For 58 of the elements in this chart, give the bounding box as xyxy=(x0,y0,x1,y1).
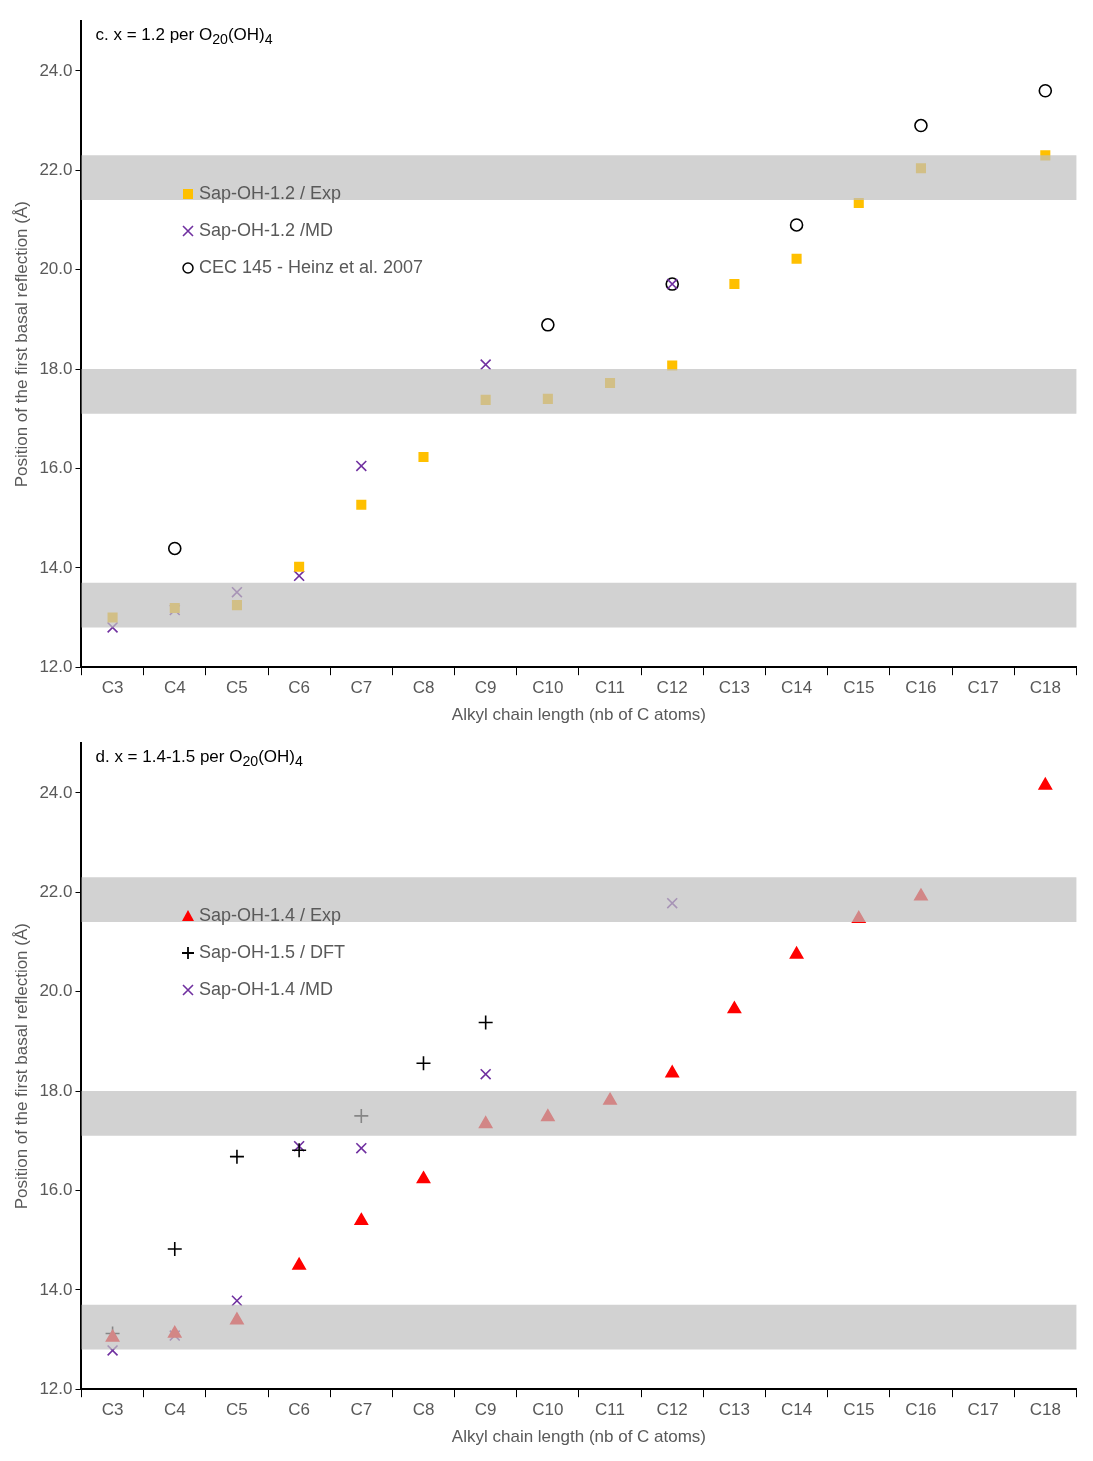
legend-label: Sap-OH-1.5 / DFT xyxy=(197,941,345,963)
y-tick-label: 18.0 xyxy=(39,1080,73,1100)
y-tick-label: 24.0 xyxy=(39,60,73,80)
x-tick-label: C18 xyxy=(1029,1400,1061,1420)
y-tick-label: 16.0 xyxy=(39,458,73,478)
x-tick-label: C7 xyxy=(350,678,373,698)
x-tick-label: C7 xyxy=(350,1400,373,1420)
legend-label: Sap-OH-1.4 /MD xyxy=(197,978,334,1000)
x-tick-label: C5 xyxy=(226,678,248,698)
x-tick-label: C11 xyxy=(595,678,625,698)
y-tick-label: 12.0 xyxy=(39,656,73,676)
y-axis-title: Position of the first basal reflection (Å) xyxy=(11,201,31,488)
y-tick-label: 24.0 xyxy=(39,782,73,802)
x-tick-label: C18 xyxy=(1029,678,1061,698)
x-tick-label: C9 xyxy=(474,678,497,698)
x-tick-label: C6 xyxy=(288,1400,310,1420)
x-tick-label: C13 xyxy=(718,1400,750,1420)
x-tick-label: C16 xyxy=(905,1400,937,1420)
y-tick-label: 22.0 xyxy=(39,881,73,901)
y-tick-label: 14.0 xyxy=(39,557,73,577)
y-tick-label: 22.0 xyxy=(39,159,73,179)
x-tick-label: C5 xyxy=(226,1400,248,1420)
x-tick-label: C13 xyxy=(718,678,750,698)
x-axis-title: Alkyl chain length (nb of C atoms) xyxy=(451,705,707,725)
x-tick-label: C4 xyxy=(163,678,186,698)
x-tick-label: C15 xyxy=(843,678,875,698)
x-tick-label: C12 xyxy=(656,1400,688,1420)
x-tick-label: C17 xyxy=(967,1400,999,1420)
x-tick-label: C3 xyxy=(101,678,124,698)
y-tick-label: 14.0 xyxy=(39,1279,73,1299)
x-tick-label: C14 xyxy=(780,1400,813,1420)
x-tick-label: C10 xyxy=(532,678,564,698)
x-tick-label: C6 xyxy=(288,678,310,698)
legend-label: CEC 145 - Heinz et al. 2007 xyxy=(197,256,424,278)
x-tick-label: C8 xyxy=(412,1400,435,1420)
legend-label: Sap-OH-1.2 /MD xyxy=(197,219,334,241)
chart-title: c. x = 1.2 per O$_{20}$(OH)$_{4}$ xyxy=(95,25,273,48)
x-axis-title: Alkyl chain length (nb of C atoms) xyxy=(451,1427,707,1447)
x-tick-label: C16 xyxy=(905,678,937,698)
legend-label: Sap-OH-1.2 / Exp xyxy=(197,182,343,204)
x-tick-label: C8 xyxy=(412,678,435,698)
y-tick-label: 12.0 xyxy=(39,1378,73,1398)
x-tick-label: C17 xyxy=(967,678,999,698)
x-tick-label: C4 xyxy=(163,1400,186,1420)
x-tick-label: C11 xyxy=(595,1400,625,1420)
legend-label: Sap-OH-1.4 / Exp xyxy=(197,904,343,926)
y-axis-title: Position of the first basal reflection (Å) xyxy=(11,923,31,1210)
x-tick-label: C9 xyxy=(474,1400,497,1420)
x-tick-label: C14 xyxy=(780,678,813,698)
y-tick-label: 18.0 xyxy=(39,358,73,378)
chart-title: d. x = 1.4-1.5 per O$_{20}$(OH)$_{4}$ xyxy=(95,747,303,770)
x-tick-label: C3 xyxy=(101,1400,124,1420)
y-tick-label: 20.0 xyxy=(39,981,73,1001)
y-tick-label: 16.0 xyxy=(39,1180,73,1200)
x-tick-label: C12 xyxy=(656,678,688,698)
x-tick-label: C15 xyxy=(843,1400,875,1420)
x-tick-label: C10 xyxy=(532,1400,564,1420)
y-tick-label: 20.0 xyxy=(39,259,73,279)
